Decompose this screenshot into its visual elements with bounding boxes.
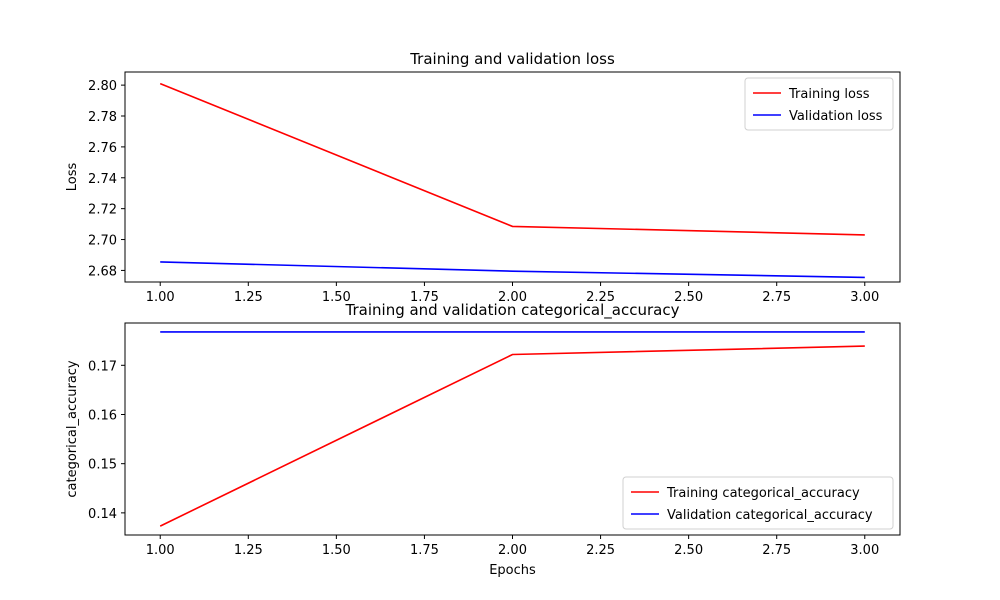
- x-tick-label: 1.50: [322, 290, 351, 305]
- legend-entry: Training loss: [788, 87, 870, 102]
- series-line-0: [159, 82, 865, 236]
- x-tick-label: 1.25: [234, 290, 263, 305]
- y-tick-label: 2.76: [88, 141, 117, 156]
- x-tick-label: 2.25: [586, 290, 615, 305]
- legend-entry: Validation categorical_accuracy: [667, 508, 873, 523]
- y-tick-label: 2.74: [88, 172, 117, 187]
- x-tick-label: 2.25: [586, 543, 615, 558]
- legend: [622, 476, 894, 530]
- chart-title: Training and validation categorical_accu…: [345, 301, 680, 320]
- x-tick-label: 2.50: [674, 543, 703, 558]
- x-tick-label: 2.75: [762, 290, 791, 305]
- chart-title: Training and validation loss: [409, 50, 615, 68]
- x-tick-label: 3.00: [850, 290, 879, 305]
- y-axis-label: Loss: [65, 163, 80, 192]
- loss-plot: Training and validation loss 1.00 1.25 1.50…: [65, 50, 901, 305]
- y-tick-label: 0.14: [88, 507, 117, 522]
- y-tick-label: 0.15: [88, 458, 117, 473]
- y-tick-label: 0.16: [88, 408, 117, 423]
- series-line-0: [159, 345, 865, 527]
- legend-entry: Validation loss: [789, 109, 883, 124]
- x-tick-label: 2.50: [674, 290, 703, 305]
- x-tick-label: 1.00: [146, 543, 175, 558]
- x-tick-label: 2.00: [498, 543, 527, 558]
- x-tick-label: 1.50: [322, 543, 351, 558]
- y-tick-label: 2.68: [88, 264, 117, 279]
- x-tick-label: 1.75: [410, 543, 439, 558]
- accuracy-plot: Training and validation categorical_accu…: [65, 301, 901, 578]
- y-tick-label: 0.17: [88, 359, 117, 374]
- y-tick-label: 2.78: [88, 110, 117, 125]
- y-tick-label: 2.80: [88, 79, 117, 94]
- x-tick-label: 1.25: [234, 543, 263, 558]
- y-tick-label: 2.70: [88, 234, 117, 249]
- legend-entry: Training categorical_accuracy: [666, 486, 860, 501]
- x-axis-label: Epochs: [489, 563, 536, 578]
- legend: [744, 77, 894, 131]
- y-axis-label: categorical_accuracy: [65, 360, 80, 498]
- y-tick-label: 2.72: [88, 203, 117, 218]
- x-tick-label: 2.75: [762, 543, 791, 558]
- x-tick-label: 1.00: [146, 290, 175, 305]
- x-tick-label: 1.75: [410, 290, 439, 305]
- x-tick-label: 2.00: [498, 290, 527, 305]
- series-line-1: [160, 261, 865, 279]
- x-tick-label: 3.00: [850, 543, 879, 558]
